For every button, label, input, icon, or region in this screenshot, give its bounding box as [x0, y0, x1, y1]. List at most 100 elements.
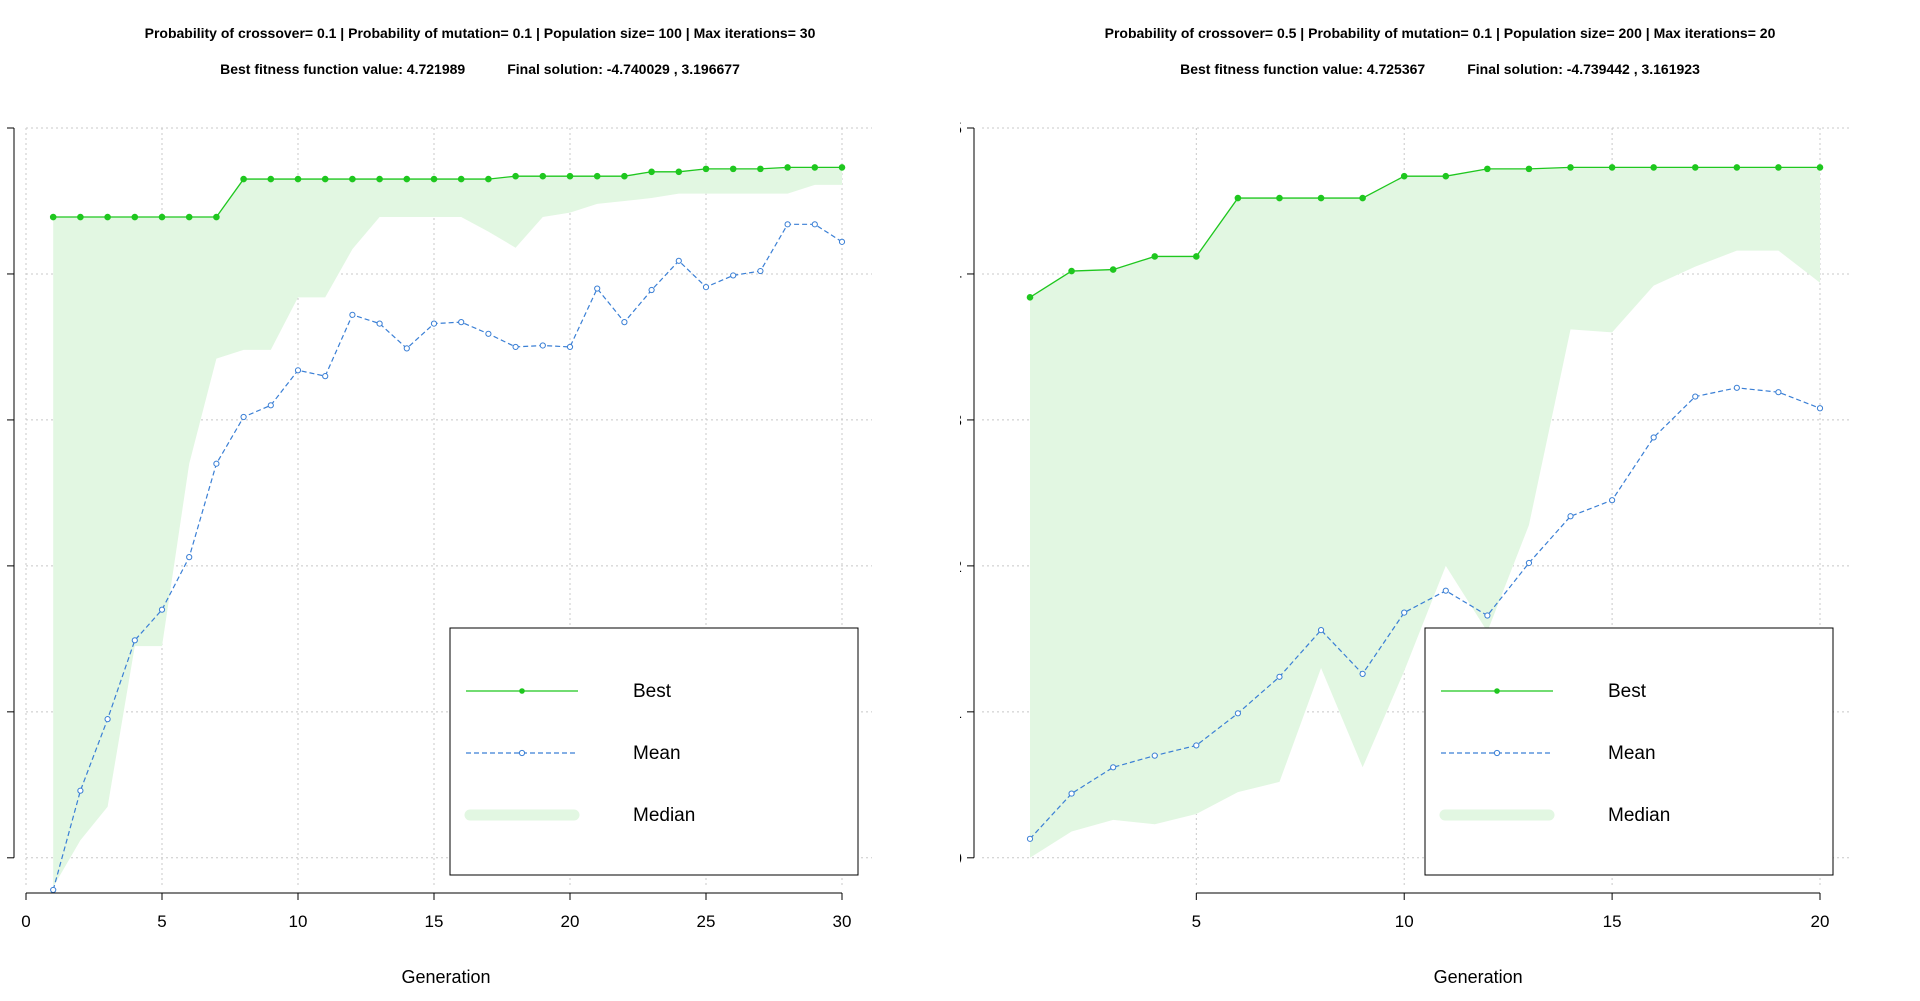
best-point: [457, 175, 465, 183]
y-tick-label: 1: [960, 703, 962, 722]
best-point: [838, 164, 846, 171]
best-point: [729, 165, 737, 173]
mean-point: [104, 716, 111, 723]
legend-best-marker: [1494, 688, 1500, 694]
chart-results-line: Best fitness function value: 4.725367 Fin…: [960, 61, 1920, 77]
mean-point: [539, 342, 546, 349]
best-point: [1567, 164, 1574, 171]
y-tick-label: 3: [960, 411, 962, 430]
x-axis-label: Generation: [401, 967, 490, 987]
mean-point: [349, 311, 356, 318]
mean-point: [458, 319, 465, 326]
x-tick-label: 10: [289, 912, 308, 931]
median-band: [1030, 167, 1820, 858]
best-point: [1484, 165, 1491, 173]
mean-point: [621, 319, 628, 326]
best-point: [757, 165, 764, 173]
mean-point: [1234, 710, 1241, 717]
best-point: [1359, 194, 1366, 202]
x-tick-label: 15: [425, 912, 444, 931]
mean-point: [1650, 434, 1657, 441]
best-point: [240, 175, 247, 183]
best-point: [1068, 267, 1075, 275]
mean-point: [322, 373, 329, 380]
best-point: [267, 175, 275, 183]
mean-point: [403, 345, 410, 352]
mean-point: [1317, 627, 1325, 634]
mean-point: [77, 787, 84, 794]
best-point: [485, 175, 492, 183]
best-point: [1193, 253, 1200, 260]
mean-point: [1733, 384, 1740, 391]
best-point: [675, 168, 683, 176]
ga-plot-right: 0 1 2 3 4 5 5 10 15 20 Generation Best Mean Median: [960, 119, 1852, 987]
best-line: [53, 166, 842, 218]
best-fitness-text: Best fitness function value: 4.725367: [1180, 61, 1426, 77]
best-point: [1608, 164, 1616, 171]
best-point: [376, 175, 383, 183]
mean-point: [512, 343, 519, 351]
mean-point: [1525, 559, 1533, 567]
mean-point: [213, 460, 220, 467]
best-point: [430, 175, 438, 183]
mean-point: [730, 272, 737, 279]
best-point: [213, 213, 220, 221]
best-point: [1691, 164, 1699, 171]
mean-point: [1359, 670, 1366, 677]
mean-point: [1692, 393, 1699, 400]
chart-panel-right: Probability of crossover= 0.5 | Probabil…: [960, 0, 1920, 1001]
y-axis: 0 1 2 3 4 5: [960, 119, 975, 868]
mean-point: [131, 637, 138, 644]
median-band: [53, 167, 842, 888]
mean-point: [1151, 752, 1158, 759]
y-tick-label: 0: [960, 849, 962, 868]
chart-params-title: Probability of crossover= 0.1 | Probabil…: [144, 25, 816, 41]
mean-point: [1442, 587, 1449, 594]
mean-line: [1029, 387, 1821, 840]
best-point: [1400, 172, 1408, 180]
mean-point: [1816, 405, 1824, 412]
mean-point: [1026, 835, 1034, 842]
best-point: [1525, 165, 1533, 173]
best-point: [349, 175, 356, 183]
best-point: [1650, 164, 1657, 171]
best-point: [539, 172, 547, 180]
mean-point: [1401, 609, 1408, 616]
x-tick-label: 10: [1395, 912, 1414, 931]
legend-label-best: Best: [633, 681, 672, 702]
y-tick-label: 4: [960, 265, 962, 284]
best-line: [1029, 166, 1820, 298]
mean-point: [566, 343, 574, 351]
mean-point: [1567, 513, 1574, 520]
best-point: [1816, 164, 1824, 171]
legend-label-median: Median: [1608, 805, 1670, 826]
mean-point: [648, 286, 655, 294]
best-point: [702, 165, 710, 173]
best-point: [158, 213, 166, 221]
legend: Best Mean Median: [1424, 627, 1834, 876]
mean-point: [485, 330, 492, 337]
best-point: [811, 164, 819, 171]
mean-point: [158, 606, 166, 613]
best-fitness-text: Best fitness function value: 4.721989: [220, 61, 466, 77]
ga-plot-left: 0 5 10 15 20 25 30 Generation Best Mean Median: [7, 127, 872, 987]
x-tick-label: 20: [561, 912, 580, 931]
x-axis: 0 5 10 15 20 25 30: [21, 892, 851, 931]
mean-point: [186, 554, 193, 561]
mean-point: [811, 221, 818, 228]
mean-point: [784, 221, 791, 228]
best-point: [403, 175, 411, 183]
chart-results-line: Best fitness function value: 4.721989 Fin…: [0, 61, 960, 77]
best-point: [104, 213, 111, 221]
best-point: [1276, 194, 1283, 202]
legend-mean-marker: [1493, 749, 1501, 757]
mean-point: [838, 238, 846, 245]
best-point: [131, 213, 139, 221]
x-axis-label: Generation: [1434, 967, 1523, 987]
best-point: [321, 175, 329, 183]
best-point: [621, 172, 628, 180]
legend-label-best: Best: [1608, 681, 1647, 702]
best-point: [1026, 294, 1034, 301]
mean-point: [757, 267, 764, 275]
final-solution-text: Final solution: -4.739442 , 3.161923: [1467, 61, 1700, 77]
